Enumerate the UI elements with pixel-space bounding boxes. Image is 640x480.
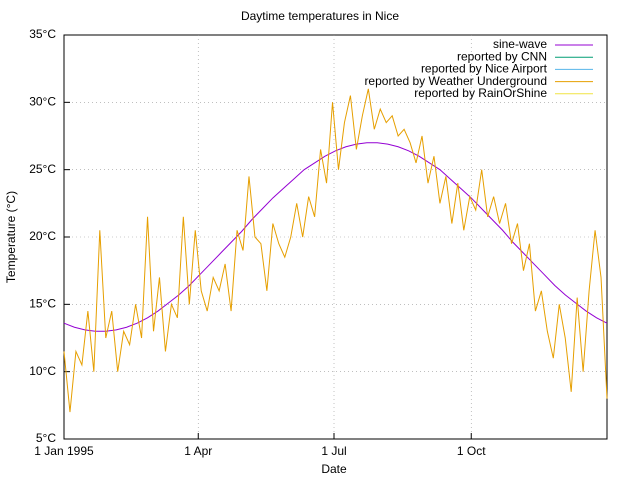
- y-tick-label: 20°C: [29, 229, 56, 243]
- series-line: [63, 142, 608, 332]
- x-tick-label: 1 Jan 1995: [34, 444, 94, 458]
- y-tick-label: 5°C: [36, 431, 56, 445]
- legend-label: reported by CNN: [457, 49, 547, 63]
- y-tick-label: 30°C: [29, 95, 56, 109]
- legend-label: sine-wave: [493, 37, 547, 51]
- series-line: [63, 88, 608, 413]
- x-tick-label: 1 Oct: [457, 444, 486, 458]
- y-tick-label: 25°C: [29, 162, 56, 176]
- legend-label: reported by RainOrShine: [414, 86, 547, 100]
- x-tick-label: 1 Apr: [184, 444, 212, 458]
- legend-label: reported by Nice Airport: [421, 62, 548, 76]
- y-tick-label: 35°C: [29, 27, 56, 41]
- x-axis-label: Date: [321, 462, 347, 476]
- chart-title: Daytime temperatures in Nice: [241, 9, 399, 23]
- legend-label: reported by Weather Underground: [364, 74, 547, 88]
- x-tick-label: 1 Jul: [321, 444, 346, 458]
- y-tick-label: 10°C: [29, 364, 56, 378]
- y-tick-label: 15°C: [29, 297, 56, 311]
- y-axis-label: Temperature (°C): [4, 191, 18, 283]
